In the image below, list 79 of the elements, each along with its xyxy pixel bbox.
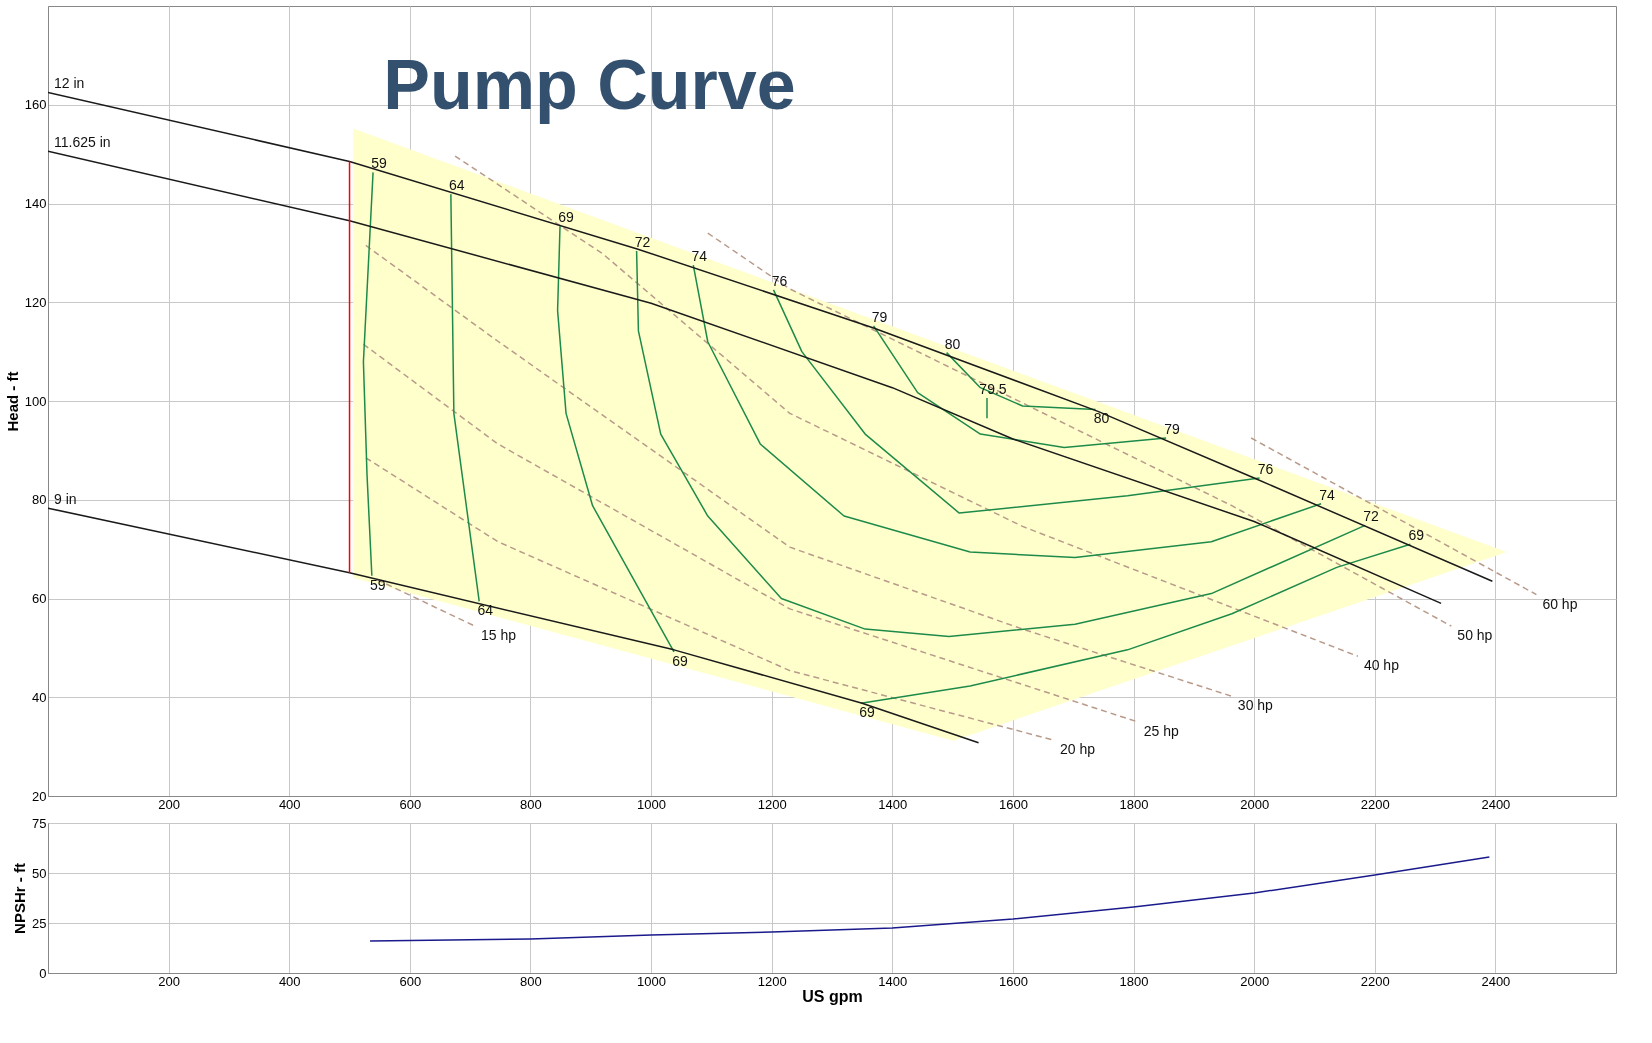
y-tick-label: 100 — [24, 393, 47, 409]
x-tick-label: 2400 — [1481, 973, 1511, 989]
annotation: 74 — [1319, 486, 1336, 503]
line-series — [556, 225, 675, 653]
annotation: 80 — [944, 335, 961, 352]
line-series — [48, 150, 1442, 605]
y-tick-label: 120 — [24, 294, 47, 310]
annotation: 11.625 in — [54, 134, 111, 151]
annotation: 50 hp — [1457, 627, 1493, 644]
y-tick-label: 140 — [24, 196, 47, 211]
annotation: 79.5 — [979, 381, 1007, 398]
x-tick-label: 1600 — [998, 796, 1028, 812]
x-tick-label: 2000 — [1240, 796, 1270, 812]
line-series — [707, 232, 1453, 627]
y-tick-label: 0 — [39, 965, 47, 981]
x-tick-label: 1600 — [998, 973, 1028, 989]
annotation: 69 — [1408, 527, 1425, 544]
y-tick-label: 60 — [32, 591, 47, 606]
annotation: 69 — [859, 704, 875, 721]
y-tick-label: 40 — [32, 689, 47, 705]
line-series — [362, 171, 374, 577]
annotation: 59 — [371, 155, 388, 172]
annotation: 30 hp — [1237, 697, 1274, 714]
y-tick-label: 25 — [32, 915, 47, 931]
y-tick-label: 75 — [32, 815, 47, 831]
line-series — [48, 507, 980, 744]
x-tick-label: 1000 — [637, 973, 667, 989]
annotation: 72 — [1363, 508, 1380, 525]
annotation: 12 in — [54, 75, 85, 92]
annotation: 69 — [558, 209, 575, 226]
annotation: 40 hp — [1363, 657, 1400, 674]
x-tick-label: 1400 — [878, 796, 908, 812]
y-axis-title: Head - ft — [3, 371, 21, 432]
annotation: 74 — [691, 248, 708, 265]
line-series — [692, 264, 1322, 559]
annotation: 72 — [634, 233, 651, 250]
x-tick-label: 600 — [399, 973, 422, 989]
x-tick-label: 1200 — [757, 973, 787, 989]
annotation: 59 — [370, 576, 386, 593]
annotation: 76 — [771, 272, 788, 289]
x-tick-label: 2000 — [1240, 973, 1270, 989]
text: Pump Curve — [383, 46, 796, 124]
annotation: 15 hp — [480, 627, 517, 644]
x-tick-label: 2200 — [1360, 796, 1390, 812]
annotation: 69 — [672, 652, 688, 669]
annotation: 25 hp — [1143, 722, 1180, 739]
y-tick-label: 80 — [32, 492, 47, 508]
annotation: 80 — [1093, 410, 1110, 427]
line-series — [635, 250, 1366, 638]
x-tick-label: 400 — [278, 973, 301, 989]
line-series — [945, 351, 1097, 411]
x-tick-label: 2400 — [1481, 796, 1511, 812]
x-tick-label: 400 — [278, 796, 301, 812]
annotation: 20 hp — [1059, 741, 1096, 758]
x-tick-label: 200 — [158, 796, 180, 812]
y-tick-label: 20 — [32, 788, 47, 804]
line-series — [369, 856, 1491, 942]
x-tick-label: 1200 — [757, 796, 787, 812]
annotation: 79 — [871, 308, 888, 325]
annotation: 64 — [449, 177, 465, 194]
annotation: 60 hp — [1542, 595, 1578, 612]
x-tick-label: 1800 — [1119, 796, 1149, 812]
y-tick-label: 50 — [32, 865, 47, 881]
line-series — [872, 325, 1167, 449]
annotation: 79 — [1164, 421, 1181, 438]
annotation: 9 in — [54, 491, 77, 508]
x-tick-label: 1000 — [637, 796, 667, 812]
x-tick-label: 2200 — [1360, 973, 1390, 989]
x-tick-label: 1400 — [878, 973, 908, 989]
x-tick-label: 800 — [520, 796, 542, 812]
y-tick-label: 160 — [24, 97, 47, 113]
x-tick-label: 200 — [158, 973, 180, 989]
annotation: 64 — [477, 602, 494, 619]
x-tick-label: 600 — [399, 796, 422, 812]
x-tick-label: 800 — [520, 973, 542, 989]
x-axis-title: US gpm — [802, 987, 863, 1005]
y-axis-title: NPSHr - ft — [11, 863, 29, 934]
x-tick-label: 1800 — [1119, 973, 1149, 989]
annotation: 76 — [1257, 461, 1274, 478]
